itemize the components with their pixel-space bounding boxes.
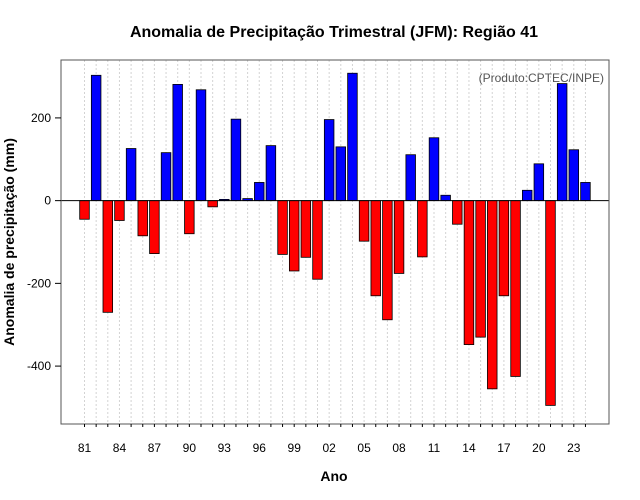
bar-1986 [137, 200, 148, 237]
bar-2015 [475, 200, 486, 338]
bar-2011 [428, 137, 440, 202]
y-axis: -400 -200 0 200 [27, 111, 61, 373]
bar-2010 [417, 200, 428, 258]
x-tick-label: 11 [428, 441, 441, 455]
bar-2022 [556, 83, 568, 202]
bar-2006 [370, 200, 381, 297]
bar-1992 [207, 200, 218, 208]
bar-1994 [230, 118, 242, 202]
bar-1998 [277, 200, 288, 255]
bar-2002 [323, 119, 335, 202]
bar-2003 [335, 146, 347, 202]
grid [84, 60, 586, 424]
bar-2023 [568, 149, 580, 202]
y-tick-label: 0 [44, 194, 51, 208]
bar-2004 [347, 72, 358, 202]
x-tick-label: 90 [183, 441, 197, 455]
bar-1991 [195, 89, 207, 202]
bar-1988 [160, 152, 172, 202]
bar-2024 [580, 182, 591, 202]
x-tick-label: 96 [253, 441, 267, 455]
bar-1984 [114, 200, 125, 221]
bar-2012 [440, 194, 451, 202]
y-tick-label: -400 [27, 359, 51, 373]
bar-2009 [405, 154, 416, 202]
bar-1983 [102, 200, 114, 313]
plot-frame [60, 59, 610, 425]
bar-2005 [358, 200, 370, 242]
bar-1982 [90, 74, 102, 202]
x-tick-label: 14 [462, 441, 476, 455]
bars [79, 72, 591, 406]
bar-2018 [510, 200, 521, 377]
bar-1981 [79, 200, 90, 220]
x-tick-label: 84 [113, 441, 127, 455]
x-tick-label: 93 [218, 441, 232, 455]
y-tick-label: 200 [31, 111, 51, 125]
x-tick-label: 20 [532, 441, 546, 455]
bar-2019 [522, 189, 533, 202]
bar-2020 [533, 163, 545, 202]
x-tick-label: 87 [148, 441, 162, 455]
annotation: (Produto:CPTEC/INPE) [479, 71, 604, 85]
y-tick-label: -200 [27, 276, 51, 290]
x-tick-label: 02 [322, 441, 336, 455]
bar-1999 [288, 200, 300, 272]
x-tick-label: 17 [497, 441, 511, 455]
bar-1990 [184, 200, 195, 235]
x-tick-label: 08 [392, 441, 406, 455]
bar-2007 [382, 200, 393, 321]
x-tick-label: 23 [567, 441, 581, 455]
x-tick-label: 05 [357, 441, 371, 455]
y-axis-label: Anomalia de precipitação (mm) [1, 138, 17, 346]
bar-1985 [125, 148, 137, 202]
bar-2000 [300, 200, 312, 258]
bar-2008 [393, 200, 405, 274]
bar-2001 [312, 200, 323, 280]
bar-1996 [254, 182, 265, 202]
bar-2014 [463, 200, 475, 345]
bar-1987 [149, 200, 160, 254]
x-tick-label: 99 [288, 441, 302, 455]
x-axis: 81 84 87 90 93 96 99 02 05 08 11 14 17 20 23 [78, 424, 586, 455]
bar-2016 [487, 200, 498, 390]
bar-1997 [265, 145, 277, 202]
chart-title: Anomalia de Precipitação Trimestral (JFM… [130, 24, 538, 41]
x-axis-label: Ano [320, 468, 347, 484]
bar-2013 [452, 200, 463, 225]
bar-1989 [172, 84, 183, 202]
x-tick-label: 81 [78, 441, 92, 455]
bar-2021 [545, 200, 556, 406]
bar-2017 [498, 200, 510, 297]
